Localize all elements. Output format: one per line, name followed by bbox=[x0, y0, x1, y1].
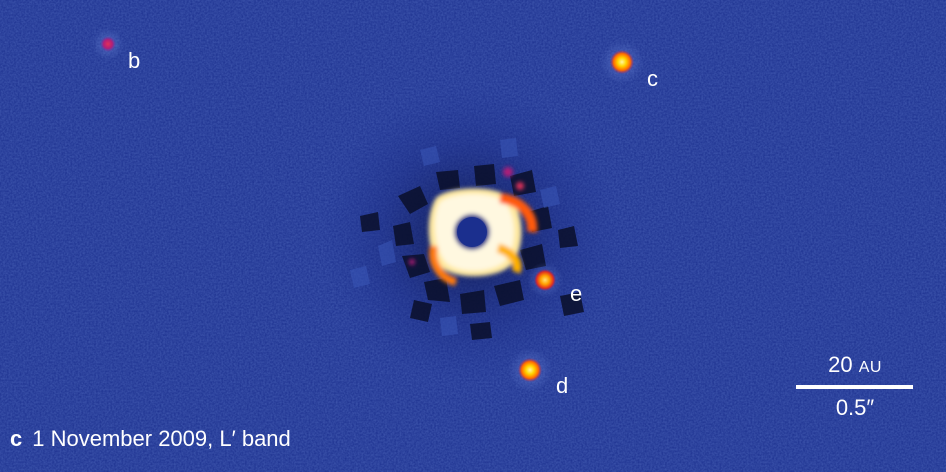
scale-bar bbox=[796, 385, 913, 389]
scale-bar-angle: 0.5″ bbox=[835, 395, 875, 420]
planet-d bbox=[508, 348, 552, 392]
scale-bar-distance: 20 AU bbox=[798, 354, 912, 376]
coronagraph-hole bbox=[457, 217, 487, 247]
planet-e-label: e bbox=[570, 281, 583, 306]
planet-b-label: b bbox=[128, 48, 141, 73]
image-caption: c 1 November 2009, L′ band bbox=[10, 428, 291, 450]
scale-bar-value: 20 bbox=[828, 352, 853, 377]
scale-bar-unit: AU bbox=[858, 359, 882, 376]
caption-text: 1 November 2009, L′ band bbox=[32, 426, 291, 451]
panel-letter: c bbox=[10, 426, 23, 451]
planet-c bbox=[600, 40, 644, 84]
planet-b bbox=[92, 28, 124, 60]
planet-e bbox=[527, 262, 563, 298]
planet-c-label: c bbox=[647, 66, 658, 91]
planet-d-label: d bbox=[556, 373, 569, 398]
